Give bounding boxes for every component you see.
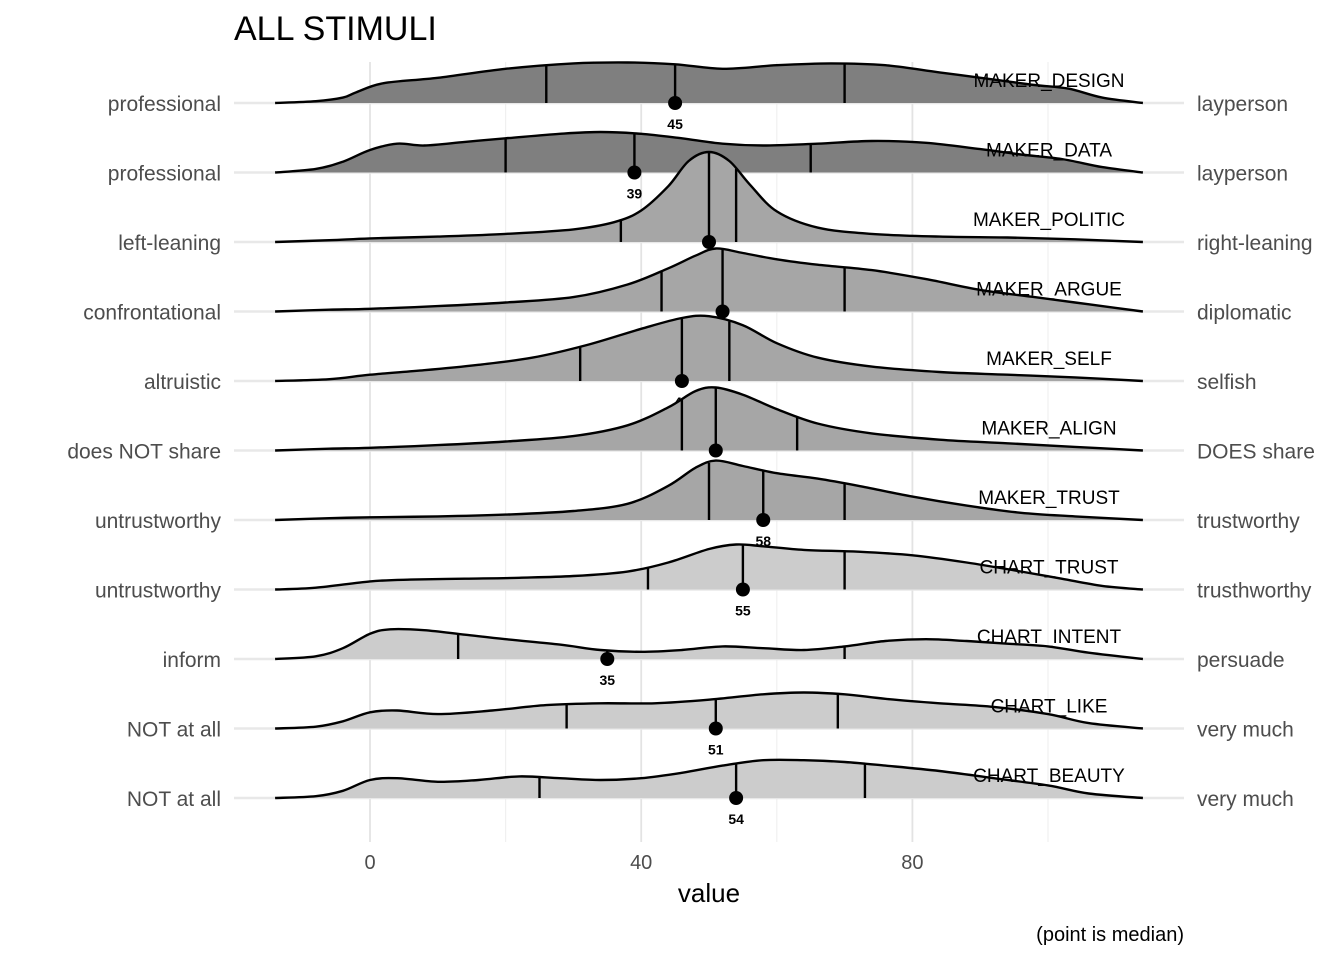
median-point (708, 443, 723, 458)
x-axis-title: value (678, 878, 740, 908)
density-area (275, 387, 1143, 451)
series-name: MAKER_TRUST (978, 488, 1120, 509)
density-outline (274, 130, 1144, 174)
left-anchor-label: altruistic (144, 371, 221, 394)
left-anchor-label: NOT at all (127, 788, 221, 811)
series-name: CHART_TRUST (980, 558, 1119, 579)
density-outline (275, 691, 1144, 730)
density-area (275, 62, 1143, 103)
median-point (674, 374, 689, 388)
ridges: 45 MAKER_DESIGN professional layperson 39 MAK… (67, 61, 1315, 827)
left-anchor-label: inform (163, 649, 221, 672)
right-anchor-label: trustworthy (1197, 510, 1300, 533)
right-anchor-label: right-leaning (1197, 232, 1313, 255)
median-point (756, 513, 771, 527)
median-point (627, 165, 642, 180)
left-anchor-label: confrontational (83, 302, 221, 325)
left-anchor-label: professional (108, 93, 221, 116)
left-anchor-label: untrustworthy (95, 510, 222, 533)
density-area (275, 315, 1143, 381)
median-point (702, 235, 716, 249)
right-anchor-label: DOES share (1197, 441, 1315, 464)
ridge-maker-design: 45 MAKER_DESIGN professional layperson (108, 61, 1288, 132)
series-name: MAKER_SELF (986, 349, 1112, 370)
density-area (275, 544, 1143, 590)
density-area (275, 692, 1143, 729)
right-anchor-label: very much (1197, 788, 1294, 811)
caption: (point is median) (1036, 924, 1184, 946)
median-label: 35 (600, 672, 616, 688)
left-anchor-label: left-leaning (118, 232, 221, 255)
median-label: 51 (708, 742, 724, 758)
median-label: 39 (627, 186, 643, 202)
left-anchor-label: professional (108, 163, 221, 186)
x-tick-label: 40 (630, 852, 652, 874)
density-outline (275, 61, 1144, 105)
density-outline (275, 247, 1144, 313)
series-name: MAKER_POLITIC (973, 210, 1125, 231)
density-outline (275, 627, 1144, 661)
x-tick-label: 80 (901, 852, 923, 874)
left-anchor-label: does NOT share (67, 441, 221, 464)
median-point (600, 652, 615, 666)
right-anchor-label: selfish (1197, 371, 1257, 394)
density-outline (275, 386, 1143, 452)
series-name: CHART_BEAUTY (973, 766, 1125, 787)
right-anchor-label: very much (1197, 719, 1294, 742)
series-name: MAKER_DATA (986, 141, 1112, 162)
density-outline (275, 758, 1143, 800)
right-anchor-label: diplomatic (1197, 302, 1292, 325)
series-name: CHART_LIKE (991, 697, 1108, 718)
density-area (275, 759, 1143, 798)
ridge-chart-beauty: 54 CHART_BEAUTY NOT at all very much (127, 758, 1294, 827)
series-name: MAKER_DESIGN (974, 71, 1125, 92)
right-anchor-label: layperson (1197, 163, 1288, 186)
median-point (715, 304, 730, 319)
series-name: MAKER_ARGUE (976, 280, 1122, 301)
median-label: 54 (728, 811, 744, 827)
left-anchor-label: NOT at all (127, 719, 221, 742)
right-anchor-label: layperson (1197, 93, 1288, 116)
ridge-chart-trust: 55 CHART_TRUST untrustworthy trusthworthy (95, 543, 1312, 619)
x-tick-label: 0 (364, 852, 375, 874)
median-point (735, 582, 750, 597)
chart-title: ALL STIMULI (234, 10, 437, 48)
median-label: 55 (735, 603, 751, 619)
median-point (668, 96, 683, 110)
median-point (729, 791, 744, 805)
median-label: 45 (667, 116, 683, 132)
density-outline (275, 459, 1143, 522)
left-anchor-label: untrustworthy (95, 580, 222, 603)
right-anchor-label: trusthworthy (1197, 580, 1312, 603)
density-outline (275, 314, 1143, 383)
median-point (708, 721, 723, 736)
x-axis: 0 40 80 (364, 852, 923, 874)
series-name: CHART_INTENT (977, 627, 1122, 648)
density-area (275, 248, 1143, 312)
density-area (275, 629, 1143, 659)
density-outline (275, 543, 1144, 591)
ridge-chart-like: 51 CHART_LIKE NOT at all very much (127, 691, 1294, 758)
right-anchor-label: persuade (1197, 649, 1285, 672)
density-outline (275, 150, 1143, 244)
series-name: MAKER_ALIGN (981, 419, 1116, 440)
